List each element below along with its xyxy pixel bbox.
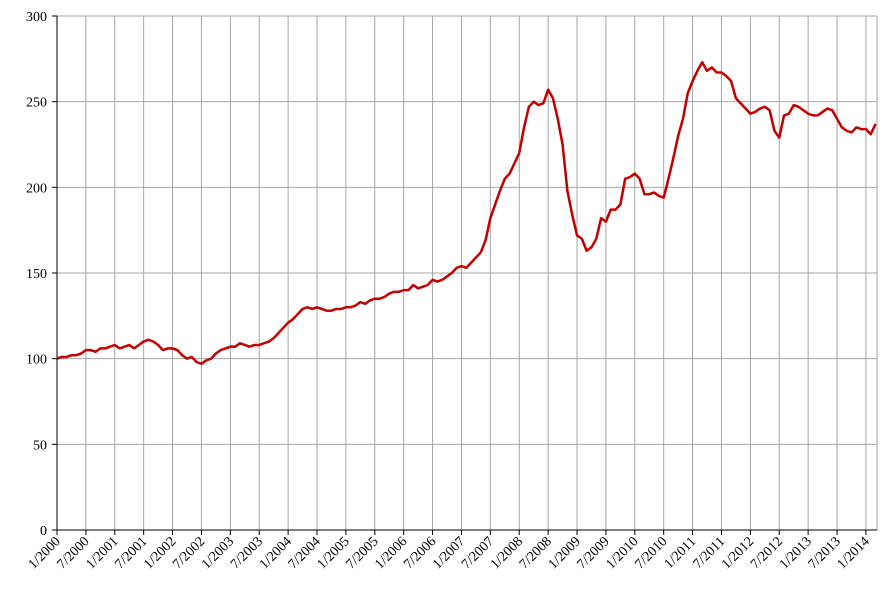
x-tick-label: 7/2010 [632,534,670,572]
y-tick-label: 300 [26,10,47,25]
y-tick-label: 0 [40,524,47,539]
y-tick-label: 100 [26,353,47,368]
y-tick-label: 250 [26,96,47,111]
data-line [56,61,877,366]
x-tick-label: 1/2011 [662,534,700,572]
y-tick-label: 200 [26,181,47,196]
x-tick-label: 1/2014 [835,534,873,572]
y-tick-label: 50 [33,438,47,453]
y-tick-label: 150 [26,267,47,282]
